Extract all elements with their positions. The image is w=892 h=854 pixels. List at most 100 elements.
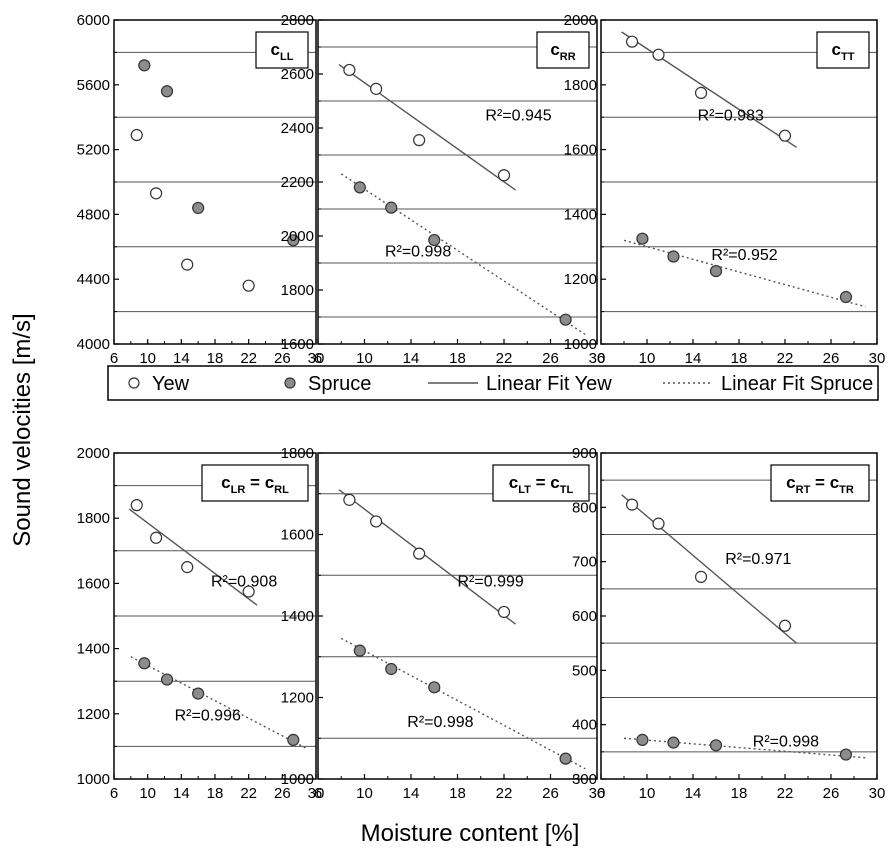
data-point-spruce: [385, 662, 398, 676]
x-tick-label: 6: [314, 350, 322, 367]
y-tick-label: 1200: [564, 271, 597, 288]
r-squared-label: R²=0.908: [211, 574, 277, 591]
data-point-yew: [778, 619, 792, 632]
x-tick-label: 18: [731, 785, 748, 802]
x-tick-label: 14: [403, 350, 420, 367]
x-tick-label: 26: [542, 785, 559, 802]
legend-label: Yew: [152, 373, 190, 395]
data-point-spruce: [138, 657, 151, 670]
fit-line-yew: [338, 489, 517, 625]
y-tick-label: 700: [572, 554, 597, 571]
data-point-yew: [778, 129, 792, 142]
plot-frame: [600, 452, 878, 780]
component-label-box: [255, 31, 309, 69]
data-point-spruce: [428, 233, 441, 247]
data-point-spruce: [287, 234, 300, 247]
r-squared-label: R²=0.999: [458, 574, 524, 591]
x-tick-label: 18: [449, 350, 466, 367]
data-point-yew: [497, 169, 511, 182]
data-point-yew: [181, 258, 194, 271]
r-squared-label: R²=0.945: [485, 107, 551, 124]
r-squared-label: R²=0.996: [175, 707, 241, 724]
component-label: cLL: [271, 40, 294, 63]
data-point-spruce: [667, 736, 680, 749]
y-tick-label: 1000: [564, 336, 597, 353]
x-tick-label: 30: [308, 350, 325, 367]
data-point-yew: [370, 82, 383, 95]
fit-line-spruce: [340, 637, 586, 770]
y-tick-label: 2000: [564, 12, 597, 29]
data-point-spruce: [353, 644, 366, 657]
x-tick-label: 18: [449, 785, 466, 802]
data-point-spruce: [428, 681, 441, 694]
y-tick-label: 1400: [564, 206, 597, 223]
y-tick-label: 1600: [281, 336, 314, 353]
data-point-yew: [343, 63, 356, 77]
legend-marker-icon: [284, 377, 296, 389]
data-point-spruce: [192, 201, 205, 215]
data-point-spruce: [636, 232, 649, 245]
data-point-spruce: [709, 265, 723, 278]
x-tick-label: 22: [240, 350, 257, 367]
fit-line-yew: [128, 508, 258, 606]
panels-group: 4000 4400 4800 5200 5600 6000 6 10 14 18 22 26 30 cLL…: [77, 12, 886, 802]
panel-lr: 1000 1200 1400 1600 1800 2000 6 10 14 18 22 26 30 R²=…: [77, 445, 325, 802]
y-tick-label: 1800: [77, 510, 110, 527]
y-tick-label: 1800: [564, 77, 597, 94]
fit-line-spruce: [623, 239, 866, 308]
y-tick-label: 800: [572, 499, 597, 516]
y-tick-label: 1400: [281, 608, 314, 625]
x-tick-label: 14: [173, 785, 190, 802]
legend-box: [107, 365, 879, 401]
y-tick-label: 400: [572, 717, 597, 734]
r-squared-label: R²=0.998: [407, 714, 473, 731]
data-point-yew: [652, 517, 665, 530]
x-tick-label: 30: [869, 785, 886, 802]
data-point-yew: [149, 187, 163, 200]
data-point-spruce: [192, 687, 205, 700]
y-tick-label: 300: [572, 771, 597, 788]
data-point-spruce: [559, 313, 572, 326]
fit-line-spruce: [623, 737, 866, 759]
data-point-yew: [149, 531, 163, 544]
data-point-yew: [694, 570, 708, 583]
x-tick-label: 10: [356, 350, 373, 367]
x-tick-label: 14: [685, 350, 702, 367]
y-tick-label: 5200: [77, 142, 110, 159]
component-label: cLR = cRL: [221, 473, 289, 496]
legend-item: Linear Fit Yew: [428, 373, 612, 395]
component-label: cRR: [550, 40, 575, 63]
x-tick-label: 30: [589, 785, 606, 802]
y-tick-label: 1000: [281, 771, 314, 788]
y-axis-title: Sound velocities [m/s]: [9, 313, 36, 546]
data-point-yew: [130, 128, 143, 142]
fit-line-yew: [621, 31, 797, 148]
x-tick-label: 22: [777, 785, 794, 802]
data-point-yew: [413, 547, 426, 560]
data-point-spruce: [138, 59, 151, 72]
panel-rr: 1600 1800 2000 2200 2400 2600 2800 6 10 14 18 22 26 3…: [281, 12, 606, 367]
data-point-yew: [625, 498, 639, 511]
y-tick-label: 4400: [77, 271, 110, 288]
x-axis-title: Moisture content [%]: [361, 820, 580, 847]
data-point-spruce: [709, 739, 723, 752]
x-tick-label: 30: [869, 350, 886, 367]
x-tick-label: 10: [139, 350, 156, 367]
panel-tt: 1000 1200 1400 1600 1800 2000 6 10 14 18 22 26 30 R²=…: [564, 12, 886, 367]
x-tick-label: 6: [597, 350, 605, 367]
x-tick-label: 14: [685, 785, 702, 802]
r-squared-label: R²=0.998: [385, 244, 451, 261]
y-tick-label: 6000: [77, 12, 110, 29]
x-tick-label: 10: [139, 785, 156, 802]
component-label: cRT = cTR: [786, 473, 854, 496]
y-tick-label: 1800: [281, 445, 314, 462]
y-tick-label: 1200: [77, 706, 110, 723]
panel-lt: 1000 1200 1400 1600 1800 6 10 14 18 22 26 30 R²=0.99…: [281, 445, 606, 802]
component-label-box: [816, 31, 870, 69]
x-tick-label: 30: [589, 350, 606, 367]
y-tick-label: 4000: [77, 336, 110, 353]
legend: Yew Spruce Linear Fit Yew Linear Fit Spruce: [107, 365, 879, 401]
legend-label: Linear Fit Yew: [486, 373, 612, 395]
legend-marker-icon: [128, 377, 140, 389]
x-tick-label: 10: [356, 785, 373, 802]
